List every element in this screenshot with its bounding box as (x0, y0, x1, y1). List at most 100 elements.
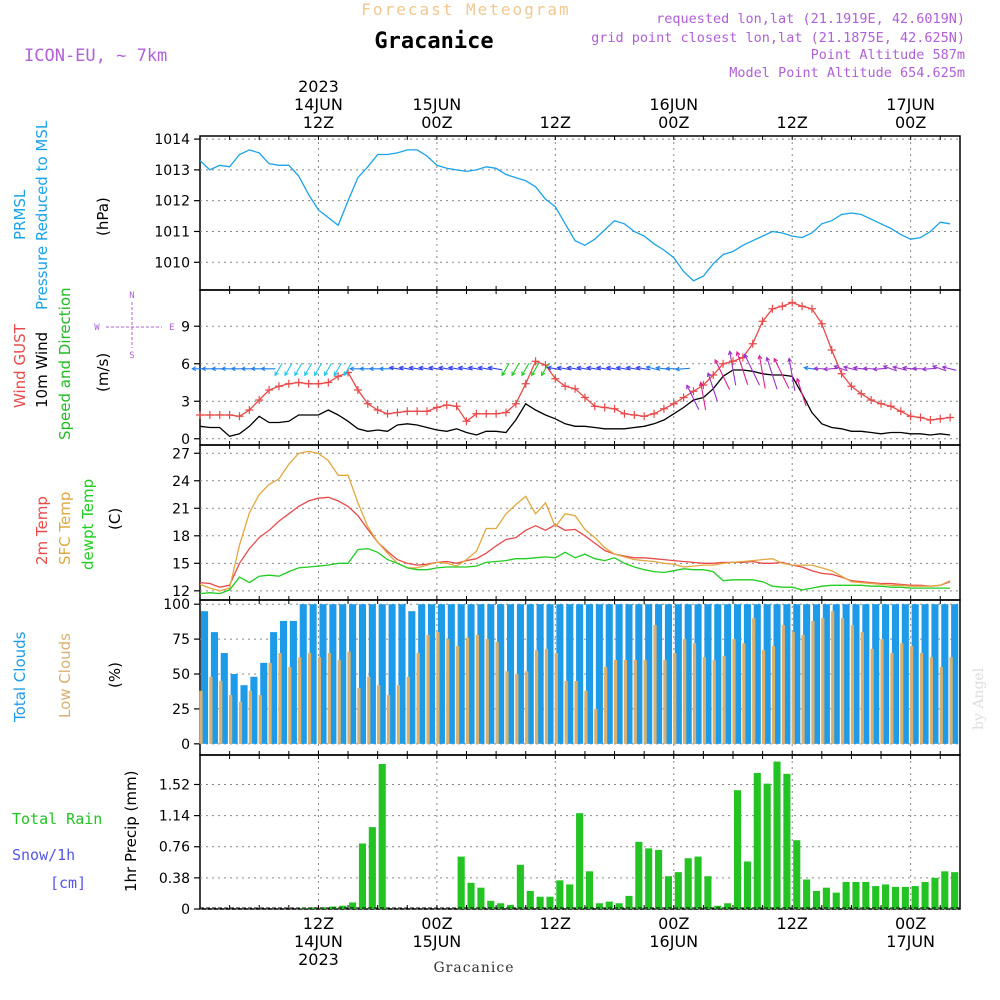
precip-bar (694, 856, 702, 909)
gust-marker (482, 409, 491, 418)
total-clouds-bar (201, 611, 209, 744)
2m-temp-line (199, 496, 951, 588)
bottom-time-label: 2023 (298, 950, 339, 969)
gust-marker (492, 409, 501, 418)
precip-bar (536, 896, 544, 909)
total-clouds-bar (576, 604, 584, 744)
wind-direction-arrow (605, 365, 621, 371)
low-clouds-bar (337, 660, 341, 744)
total-clouds-bar (585, 604, 594, 744)
wind-direction-arrow (418, 365, 434, 371)
requested-coords: requested lon,lat (21.1919E, 42.6019N) (656, 11, 965, 27)
total-clouds-bar (921, 604, 929, 744)
bottom-time-label: 14JUN (294, 932, 343, 951)
wind-direction-arrow (487, 365, 503, 371)
precip-bar (467, 882, 475, 909)
gust-marker (501, 408, 510, 417)
total-clouds-bar (793, 604, 801, 744)
wind-direction-arrow (787, 357, 796, 391)
total-clouds-bar (615, 604, 623, 744)
wind-direction-arrow (882, 364, 897, 372)
gust-marker (817, 319, 826, 328)
low-clouds-bar (416, 653, 420, 744)
precip-panel: 0 0.38 0.76 1.14 1.52 (159, 754, 961, 918)
sfc-temp-label: SFC Temp (56, 492, 74, 565)
bottom-time-label: 00Z (895, 914, 926, 933)
gust-marker (531, 357, 540, 366)
low-clouds-bar (860, 632, 864, 744)
precip-bar (931, 877, 939, 909)
low-clouds-bar (219, 680, 223, 744)
total-clouds-bar (339, 604, 347, 744)
total-clouds-bar (733, 604, 742, 744)
precip-bar (773, 761, 781, 909)
precip-bar (477, 887, 485, 909)
wind-direction-arrow (447, 365, 463, 371)
precip-bar (309, 907, 317, 909)
low-clouds-bar (604, 667, 608, 744)
snow-unit-label: [cm] (50, 874, 86, 892)
compass-n: N (129, 291, 134, 301)
gust-marker (798, 302, 807, 311)
pressure-labels: PRMSL Pressure Reduced to MSL (hPa) (11, 120, 112, 310)
low-clouds-bar (544, 648, 549, 744)
precip-bar (546, 896, 554, 909)
total-clouds-bar (388, 604, 396, 744)
wind-direction-arrow (260, 366, 276, 372)
low-clouds-bar (732, 639, 736, 744)
y-tick-label: 12 (172, 584, 190, 600)
low-clouds-bar (525, 671, 529, 744)
total-clouds-bar (546, 604, 554, 744)
total-clouds-bar (457, 604, 465, 744)
total-clouds-bar (882, 604, 890, 744)
precip-bar (733, 790, 742, 909)
gust-marker (768, 304, 777, 313)
gust-marker (837, 369, 846, 378)
low-clouds-bar (406, 676, 410, 744)
gust-marker (847, 382, 856, 391)
top-time-label: 12Z (540, 113, 571, 132)
low-clouds-bar (683, 639, 687, 744)
clouds-labels: Total Clouds Low Clouds (%) (11, 631, 124, 723)
wind-direction-arrow (795, 377, 807, 407)
wind-unit: (m/s) (94, 353, 112, 392)
low-clouds-bar (475, 634, 479, 744)
wind-direction-arrow (714, 358, 731, 390)
top-time-label: 12Z (303, 113, 334, 132)
total-clouds-bar (368, 604, 376, 744)
gust-marker (669, 399, 678, 408)
y-tick-label: 0 (181, 737, 190, 753)
total-clouds-bar (635, 604, 643, 744)
gust-marker (916, 413, 925, 422)
gust-marker (235, 412, 244, 421)
total-clouds-bar (872, 604, 880, 744)
low-clouds-bar (278, 653, 282, 744)
wind-direction-arrow (304, 363, 313, 377)
total-clouds-bar (645, 604, 653, 744)
gust-marker (719, 359, 728, 368)
compass-rose: N S W E (94, 291, 174, 361)
pressure-label-short: PRMSL (11, 189, 29, 240)
snow-label: Snow/1h (12, 846, 75, 864)
wind-direction-arrow (398, 365, 414, 371)
low-clouds-bar (515, 674, 519, 744)
10m-wind-line (199, 369, 951, 438)
y-tick-label: 1010 (154, 255, 190, 271)
bottom-time-label: 00Z (658, 914, 689, 933)
total-clouds-bar (941, 604, 949, 744)
precip-bar (349, 902, 357, 909)
gust-marker (630, 411, 639, 419)
precip-bar (556, 880, 564, 909)
low-clouds-bar (456, 646, 460, 744)
low-clouds-bar (840, 618, 845, 744)
gust-marker (265, 386, 274, 394)
clouds-panel: 0 25 50 75 100 (163, 597, 961, 756)
low-clouds-bar (811, 620, 815, 744)
top-time-label: 2023 (298, 77, 339, 96)
low-clouds-bar (781, 625, 785, 744)
precip-labels: Total Rain Snow/1h [cm] 1hr Precip (mm) (12, 771, 140, 892)
y-tick-label: 1.52 (159, 777, 190, 793)
precip-bar (457, 856, 465, 909)
total-clouds-bar (852, 604, 860, 744)
